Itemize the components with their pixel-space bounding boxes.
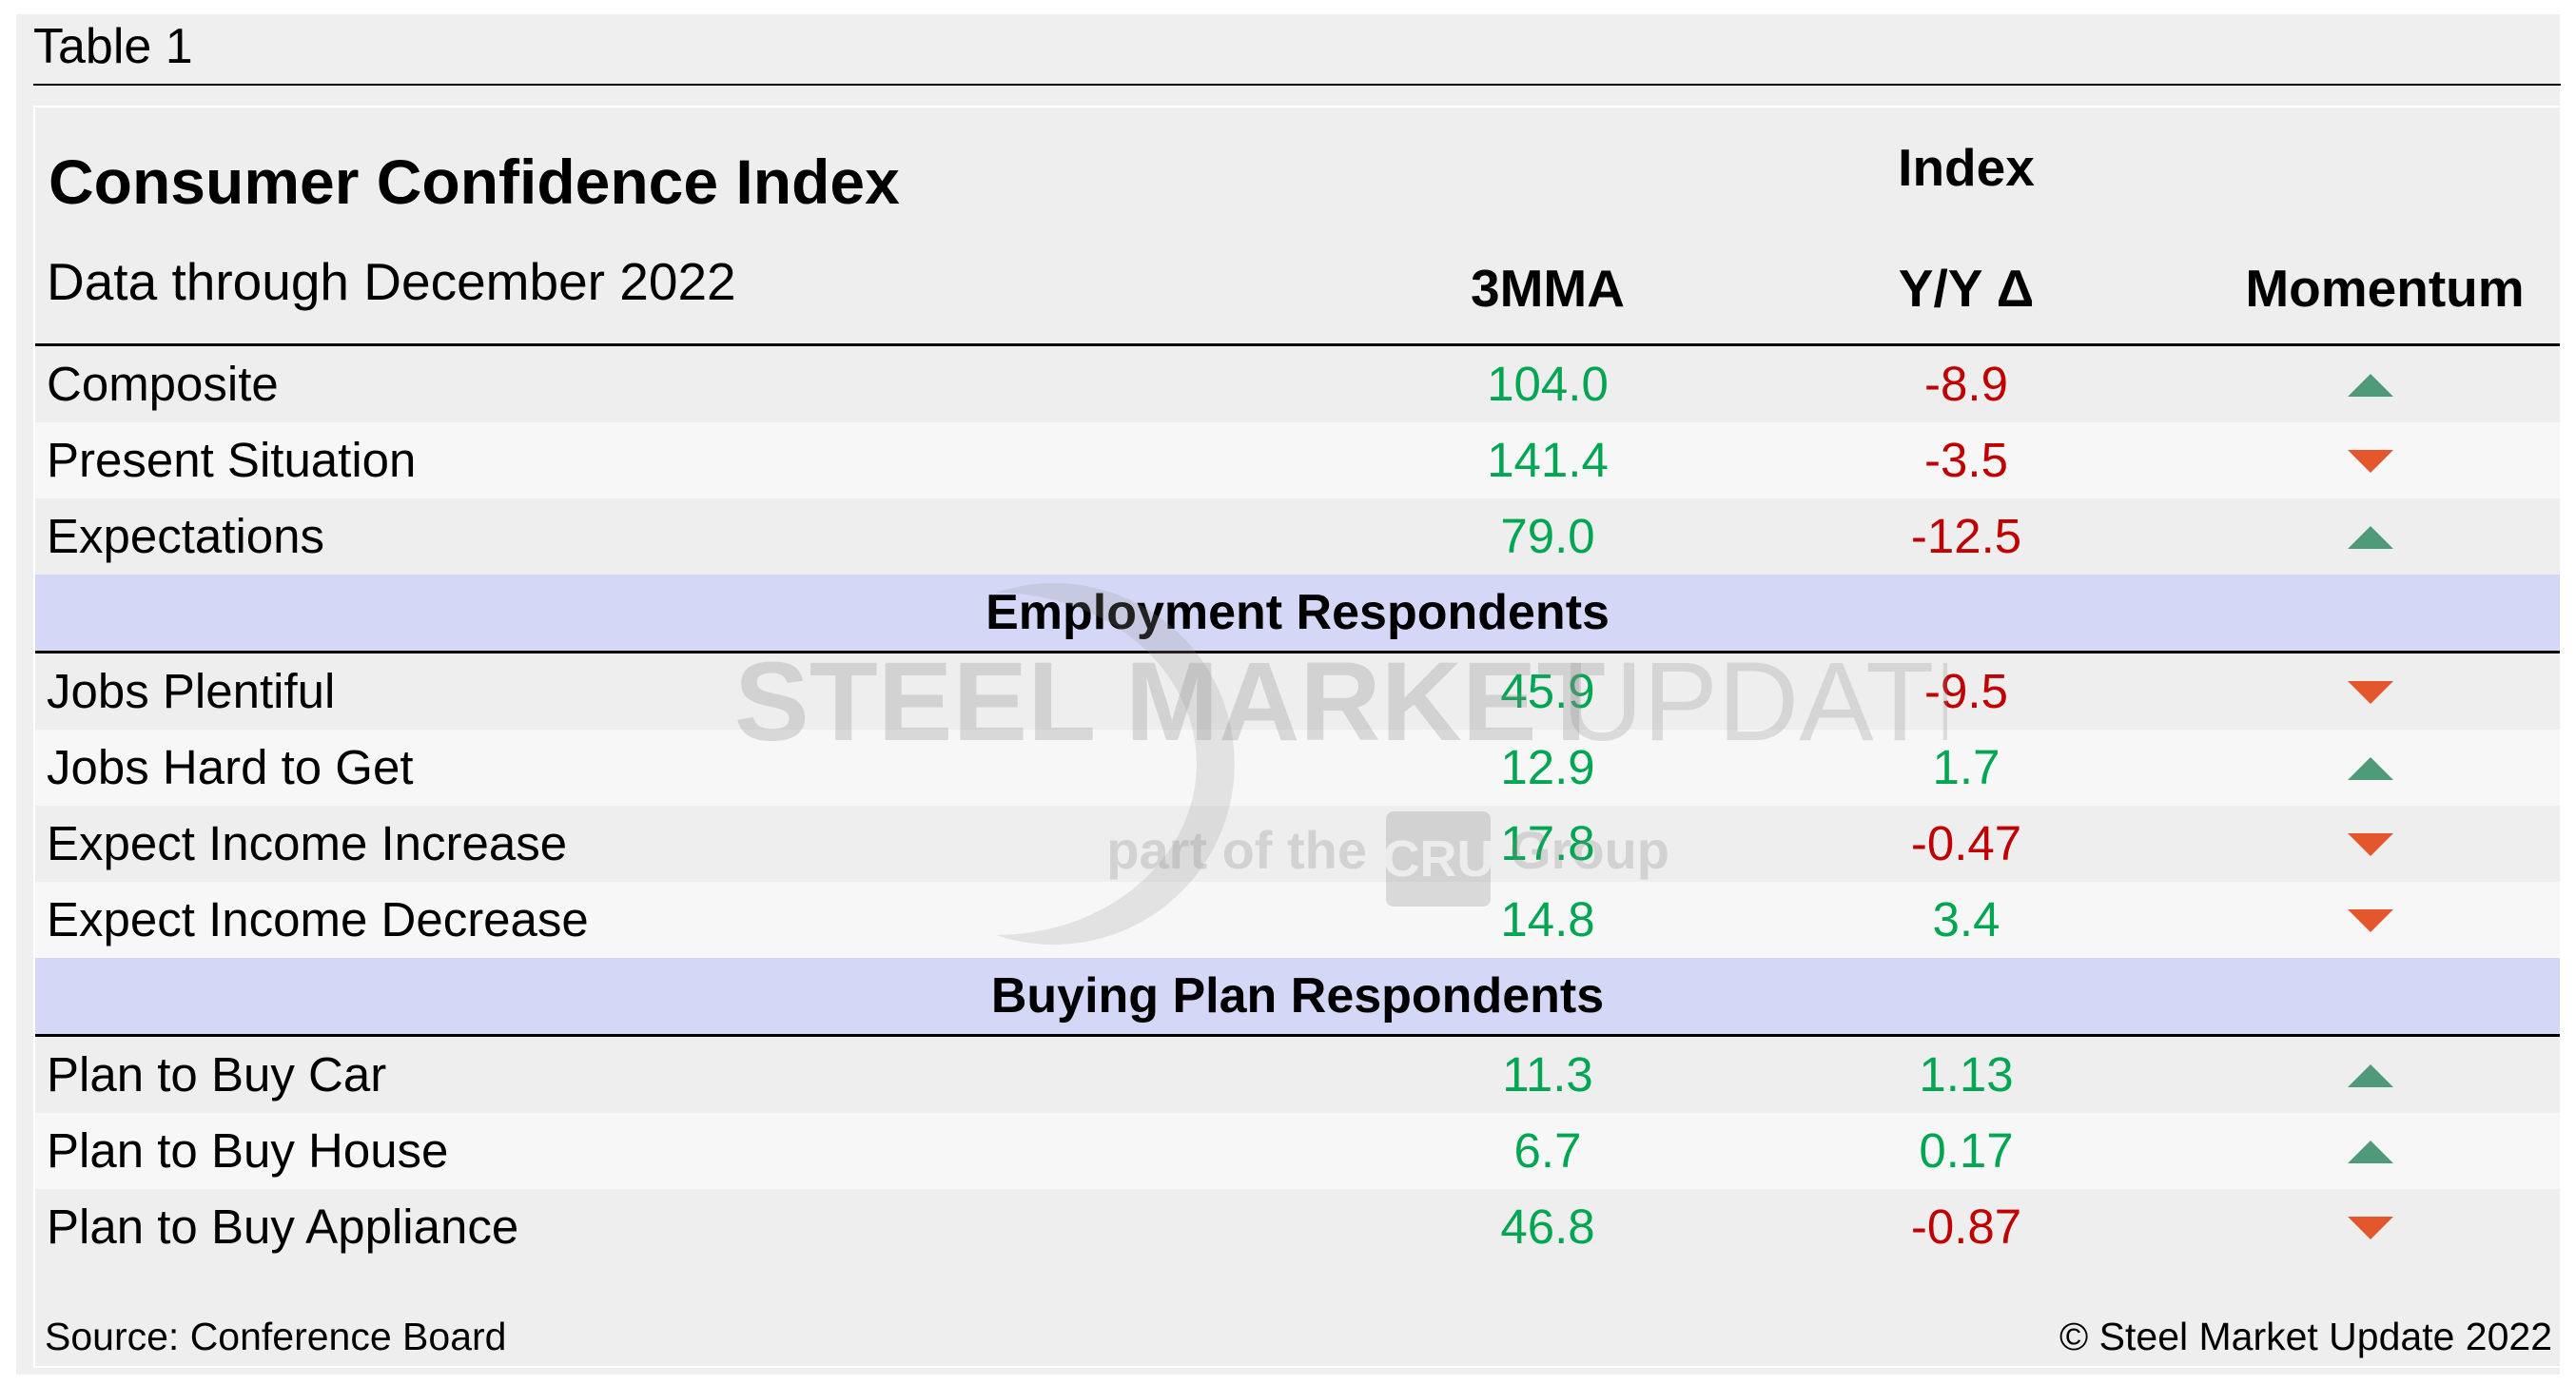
cell-3mma: 6.7 bbox=[1513, 1123, 1582, 1178]
table-row-plan-to-buy-appliance: Plan to Buy Appliance 46.8 -0.87 bbox=[35, 1189, 2560, 1265]
row-label: Plan to Buy Car bbox=[47, 1047, 387, 1102]
cell-3mma: 14.8 bbox=[1500, 892, 1595, 946]
column-group-header-index: Index bbox=[1898, 138, 2035, 197]
table-row-plan-to-buy-car: Plan to Buy Car 11.3 1.13 bbox=[35, 1037, 2560, 1113]
cell-3mma: 79.0 bbox=[1500, 509, 1595, 563]
cell-3mma: 46.8 bbox=[1500, 1200, 1595, 1254]
table-body-main: Composite 104.0 -8.9 Present Situation 141.4… bbox=[35, 346, 2560, 575]
cell-3mma: 45.9 bbox=[1500, 664, 1595, 718]
column-header-yoy-change: Y/Y Δ bbox=[1898, 259, 2035, 318]
table-card: Consumer Confidence Index Data through D… bbox=[33, 106, 2562, 1368]
section-header-buying: Buying Plan Respondents bbox=[35, 958, 2560, 1034]
column-header-3mma: 3MMA bbox=[1471, 259, 1625, 318]
table-row-expectations: Expectations 79.0 -12.5 bbox=[35, 498, 2560, 575]
cell-3mma: 17.8 bbox=[1500, 816, 1595, 870]
table-body-buying: Plan to Buy Car 11.3 1.13 Plan to Buy House… bbox=[35, 1037, 2560, 1265]
momentum-up-icon bbox=[2348, 757, 2393, 780]
section-divider-employment bbox=[35, 651, 2560, 653]
momentum-down-icon bbox=[2348, 909, 2393, 932]
momentum-up-icon bbox=[2348, 374, 2393, 397]
cell-3mma: 12.9 bbox=[1500, 740, 1595, 794]
cell-yoy-change: -12.5 bbox=[1910, 509, 2022, 563]
table-caption: Table 1 bbox=[33, 19, 193, 74]
column-header-momentum: Momentum bbox=[2245, 259, 2525, 318]
table-row-expect-income-decrease: Expect Income Decrease 14.8 3.4 bbox=[35, 882, 2560, 958]
momentum-down-icon bbox=[2348, 833, 2393, 856]
section-divider-buying bbox=[35, 1034, 2560, 1037]
momentum-up-icon bbox=[2348, 526, 2393, 549]
cell-yoy-change: 1.13 bbox=[1919, 1047, 2014, 1102]
cell-3mma: 141.4 bbox=[1487, 433, 1609, 487]
table-title: Consumer Confidence Index bbox=[49, 146, 900, 217]
momentum-up-icon bbox=[2348, 1064, 2393, 1087]
row-label: Present Situation bbox=[47, 433, 417, 487]
row-label: Plan to Buy House bbox=[47, 1123, 449, 1178]
table-row-jobs-plentiful: Jobs Plentiful 45.9 -9.5 bbox=[35, 653, 2560, 730]
row-label: Composite bbox=[47, 357, 279, 411]
cell-yoy-change: 3.4 bbox=[1932, 892, 2000, 946]
row-label: Jobs Plentiful bbox=[47, 664, 336, 718]
momentum-down-icon bbox=[2348, 450, 2393, 473]
momentum-down-icon bbox=[2348, 681, 2393, 704]
section-header-employment: Employment Respondents bbox=[35, 575, 2560, 651]
table-subtitle: Data through December 2022 bbox=[47, 252, 736, 311]
cell-3mma: 11.3 bbox=[1502, 1047, 1593, 1102]
source-note: Source: Conference Board bbox=[45, 1315, 507, 1358]
cell-yoy-change: 1.7 bbox=[1932, 740, 2000, 794]
row-label: Expectations bbox=[47, 509, 325, 563]
table-row-jobs-hard-to-get: Jobs Hard to Get 12.9 1.7 bbox=[35, 730, 2560, 806]
row-label: Jobs Hard to Get bbox=[47, 740, 414, 794]
momentum-up-icon bbox=[2348, 1141, 2393, 1163]
row-label: Expect Income Decrease bbox=[47, 892, 589, 946]
cell-yoy-change: 0.17 bbox=[1919, 1123, 2014, 1178]
cell-yoy-change: -0.47 bbox=[1910, 816, 2022, 870]
cell-yoy-change: -0.87 bbox=[1910, 1200, 2022, 1254]
cell-yoy-change: -3.5 bbox=[1924, 433, 2008, 487]
header-divider bbox=[35, 343, 2560, 346]
copyright-note: © Steel Market Update 2022 bbox=[2059, 1315, 2552, 1358]
cell-yoy-change: -8.9 bbox=[1924, 357, 2008, 411]
caption-divider bbox=[33, 84, 2561, 86]
row-label: Plan to Buy Appliance bbox=[47, 1200, 519, 1254]
momentum-down-icon bbox=[2348, 1217, 2393, 1239]
cell-3mma: 104.0 bbox=[1487, 357, 1609, 411]
table-row-plan-to-buy-house: Plan to Buy House 6.7 0.17 bbox=[35, 1113, 2560, 1189]
row-label: Expect Income Increase bbox=[47, 816, 568, 870]
table-row-present-situation: Present Situation 141.4 -3.5 bbox=[35, 422, 2560, 498]
cell-yoy-change: -9.5 bbox=[1924, 664, 2008, 718]
table-row-expect-income-increase: Expect Income Increase 17.8 -0.47 bbox=[35, 806, 2560, 882]
table-body-employment: Jobs Plentiful 45.9 -9.5 Jobs Hard to Get 12… bbox=[35, 653, 2560, 958]
table-row-composite: Composite 104.0 -8.9 bbox=[35, 346, 2560, 422]
